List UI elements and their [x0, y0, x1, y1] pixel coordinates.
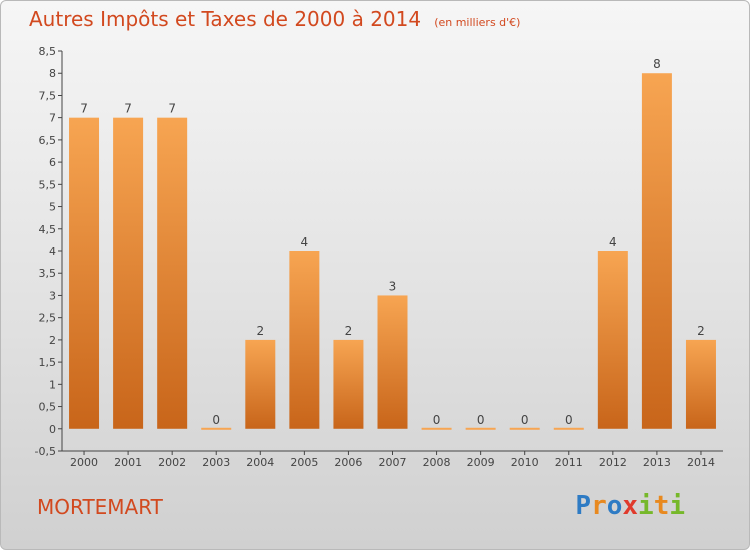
x-tick-label: 2003	[202, 456, 230, 469]
x-tick-label: 2000	[70, 456, 98, 469]
bar-2009	[465, 427, 496, 430]
bar-2002	[157, 117, 188, 429]
logo-letter: i	[669, 491, 685, 521]
bar-value-label: 0	[521, 413, 529, 427]
logo-letter: o	[606, 491, 623, 521]
x-tick-label: 2002	[158, 456, 186, 469]
x-tick-label: 2011	[555, 456, 583, 469]
bar-value-label: 4	[301, 235, 309, 249]
bar-value-label: 2	[697, 324, 705, 338]
bar-value-label: 2	[256, 324, 264, 338]
bar-value-label: 8	[653, 57, 661, 71]
y-tick-label: 8,5	[39, 45, 57, 58]
y-tick-label: 2,5	[39, 312, 57, 325]
x-tick-label: 2005	[290, 456, 318, 469]
bar-value-label: 7	[124, 102, 132, 116]
bar-value-label: 3	[389, 279, 397, 293]
x-tick-label: 2001	[114, 456, 142, 469]
bar-2007	[377, 295, 408, 429]
y-tick-label: 7	[49, 112, 56, 125]
x-tick-label: 2004	[246, 456, 274, 469]
bar-value-label: 2	[345, 324, 353, 338]
bar-2006	[333, 339, 364, 429]
x-tick-label: 2008	[423, 456, 451, 469]
axes: -0,5 0 0,5 1 1,5 2 2,5 3 3,5 4 4,5 5 5,5 6 6,5 7 7,5 8 8,5…	[35, 45, 723, 469]
bar-2013	[641, 73, 672, 429]
chart-unit: (en milliers d'€)	[434, 16, 521, 29]
bar-2004	[245, 339, 276, 429]
y-tick-label: 0,5	[39, 401, 57, 414]
bar-2000	[69, 117, 100, 429]
y-tick-label: 4,5	[39, 223, 57, 236]
chart-header: Autres Impôts et Taxes de 2000 à 2014 (e…	[29, 7, 520, 31]
logo-letter: t	[653, 491, 670, 521]
commune-name: MORTEMART	[37, 495, 163, 519]
logo-letter: P	[575, 491, 592, 521]
chart-title: Autres Impôts et Taxes de 2000 à 2014	[29, 7, 422, 31]
proxiti-logo[interactable]: Proxiti	[575, 491, 685, 521]
x-tick-label: 2010	[511, 456, 539, 469]
bar-value-label: 4	[609, 235, 617, 249]
y-tick-label: 6	[49, 156, 56, 169]
bars: 7 7 7 0 2 4 2 3 0 0 0 0 4 8 2	[69, 57, 716, 430]
y-tick-label: 1,5	[39, 356, 57, 369]
bar-2012	[597, 251, 628, 429]
x-tick-label: 2012	[599, 456, 627, 469]
logo-letter: r	[591, 491, 607, 521]
bar-2014	[685, 339, 716, 429]
x-tick-label: 2007	[379, 456, 407, 469]
y-tick-label: 1	[49, 378, 56, 391]
bar-2003	[201, 427, 232, 430]
x-tick-label: 2009	[467, 456, 495, 469]
x-tick-label: 2013	[643, 456, 671, 469]
bar-2010	[509, 427, 540, 430]
y-tick-label: 5,5	[39, 178, 57, 191]
y-tick-label: -0,5	[35, 445, 56, 458]
bar-value-label: 0	[212, 413, 220, 427]
y-tick-label: 2	[49, 334, 56, 347]
bar-value-label: 0	[477, 413, 485, 427]
y-tick-label: 3	[49, 289, 56, 302]
y-tick-label: 8	[49, 67, 56, 80]
x-tick-label: 2006	[334, 456, 362, 469]
bar-value-label: 7	[168, 102, 176, 116]
bar-2008	[421, 427, 452, 430]
y-tick-label: 5	[49, 201, 56, 214]
bar-2011	[553, 427, 584, 430]
y-tick-label: 4	[49, 245, 56, 258]
logo-letter: i	[638, 491, 654, 521]
y-tick-label: 3,5	[39, 267, 57, 280]
y-tick-label: 7,5	[39, 89, 57, 102]
bar-value-label: 0	[433, 413, 441, 427]
x-tick-label: 2014	[687, 456, 715, 469]
y-tick-label: 6,5	[39, 134, 57, 147]
bar-value-label: 0	[565, 413, 573, 427]
bar-2005	[289, 251, 320, 429]
bar-2001	[113, 117, 144, 429]
y-tick-label: 0	[49, 423, 56, 436]
logo-letter: x	[622, 491, 639, 521]
bar-value-label: 7	[80, 102, 88, 116]
